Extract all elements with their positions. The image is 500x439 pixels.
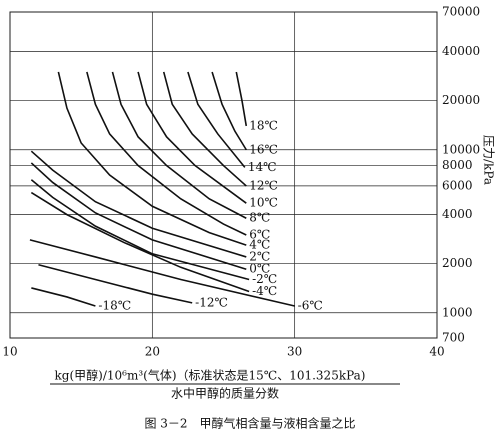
curve bbox=[187, 71, 246, 168]
curve bbox=[137, 71, 247, 204]
series-label: 10℃ bbox=[249, 196, 278, 210]
y-tick-label: 70000 bbox=[442, 5, 480, 19]
y-tick-label: 40000 bbox=[442, 44, 480, 58]
x-axis-label-2: 水中甲醇的质量分数 bbox=[171, 386, 279, 401]
curve bbox=[86, 71, 247, 236]
series-label: -12℃ bbox=[195, 295, 228, 309]
x-tick-label: 40 bbox=[429, 345, 444, 359]
y-tick-label: 2000 bbox=[442, 256, 473, 270]
curve bbox=[29, 239, 295, 307]
x-tick-label: 20 bbox=[145, 345, 160, 359]
curve bbox=[111, 71, 247, 219]
caption: 图 3－2 甲醇气相含量与液相含量之比 bbox=[144, 416, 355, 431]
series-label: -4℃ bbox=[252, 284, 277, 298]
series-label: 4℃ bbox=[249, 238, 270, 252]
series-label: 12℃ bbox=[249, 178, 278, 192]
series-label: -2℃ bbox=[252, 272, 277, 286]
y-axis-label: 压力/kPa bbox=[482, 135, 496, 185]
y-tick-label: 8000 bbox=[442, 158, 473, 172]
series-label: 18℃ bbox=[249, 118, 278, 132]
series-label: 2℃ bbox=[249, 249, 270, 263]
curve bbox=[30, 191, 250, 293]
y-tick-label: 1000 bbox=[442, 305, 473, 319]
curve bbox=[31, 287, 96, 307]
curve bbox=[30, 162, 247, 270]
x-tick-label: 30 bbox=[287, 345, 302, 359]
curve bbox=[30, 150, 247, 258]
curve bbox=[57, 71, 247, 246]
y-tick-label: 4000 bbox=[442, 207, 473, 221]
y-tick-label: 700 bbox=[442, 331, 465, 345]
x-tick-label: 10 bbox=[2, 345, 17, 359]
y-tick-label: 6000 bbox=[442, 178, 473, 192]
curve bbox=[38, 263, 193, 304]
series-label: -18℃ bbox=[98, 299, 131, 313]
series-label: 16℃ bbox=[249, 142, 278, 156]
curve bbox=[162, 71, 247, 187]
y-tick-label: 20000 bbox=[442, 93, 480, 107]
curve bbox=[30, 179, 250, 281]
series-label: -6℃ bbox=[298, 299, 323, 313]
series-label: 0℃ bbox=[249, 262, 270, 276]
curve bbox=[211, 71, 247, 151]
series-label: 14℃ bbox=[248, 160, 277, 174]
y-tick-label: 10000 bbox=[442, 142, 480, 156]
curve bbox=[235, 71, 248, 127]
series-label: 8℃ bbox=[249, 211, 270, 225]
x-axis-label: kg(甲醇)/10⁶m³(气体)（标准状态是15℃、101.325kPa) bbox=[55, 368, 366, 383]
series-label: 6℃ bbox=[249, 227, 270, 241]
